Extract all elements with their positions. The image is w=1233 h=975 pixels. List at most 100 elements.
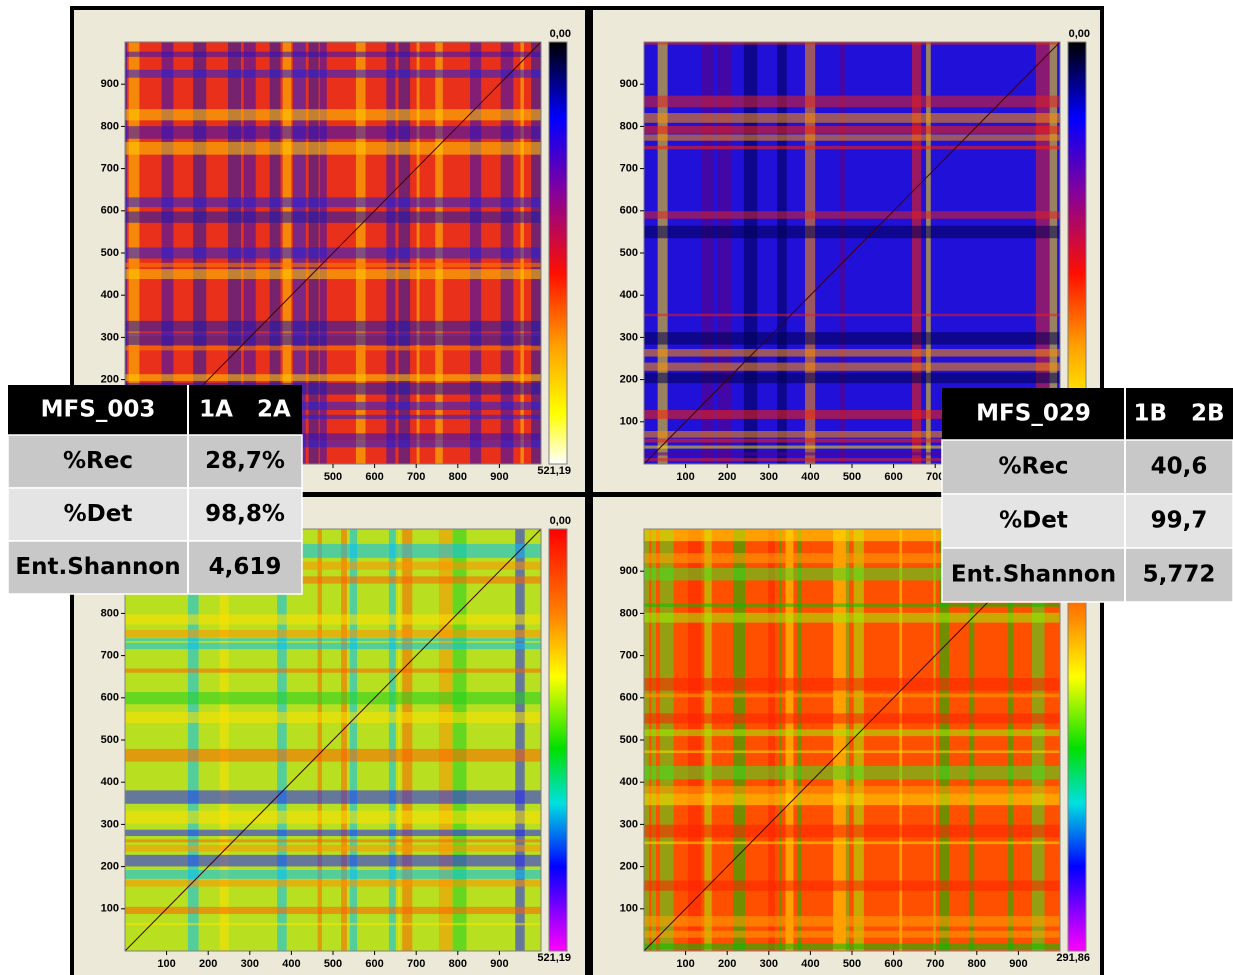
- colorbar-top-label: 0,00: [550, 515, 571, 527]
- texture-band: [644, 225, 1060, 239]
- texture-band: [644, 332, 1060, 345]
- texture-band: [804, 42, 816, 464]
- texture-band: [125, 269, 541, 280]
- texture-band: [644, 313, 1060, 317]
- table-cell: 4,619: [209, 554, 282, 580]
- y-tick-label: 300: [620, 818, 638, 830]
- texture-band: [644, 765, 1060, 780]
- texture-band: [644, 430, 1060, 438]
- texture-band: [125, 433, 541, 441]
- texture-band: [125, 401, 541, 411]
- texture-band: [125, 810, 541, 824]
- y-tick-label: 600: [101, 205, 119, 217]
- y-tick-label: 200: [101, 374, 119, 386]
- colorbar: [548, 41, 568, 465]
- texture-band: [911, 42, 922, 464]
- y-tick-label: 100: [101, 903, 119, 915]
- y-tick-label: 700: [620, 163, 638, 175]
- texture-band: [125, 869, 541, 879]
- texture-band: [277, 529, 287, 951]
- table-cell: %Rec: [999, 454, 1069, 480]
- y-tick-label: 100: [620, 416, 638, 428]
- y-tick-label: 800: [101, 120, 119, 132]
- x-tick-label: 200: [718, 471, 736, 483]
- texture-band: [438, 529, 453, 951]
- texture-band: [125, 879, 541, 887]
- y-tick-label: 800: [620, 120, 638, 132]
- texture-band: [125, 211, 541, 223]
- y-tick-label: 100: [620, 903, 638, 915]
- texture-band: [125, 109, 541, 121]
- x-tick-label: 800: [968, 958, 986, 970]
- texture-band: [644, 786, 1060, 793]
- texture-band: [452, 529, 467, 951]
- y-tick-label: 200: [620, 374, 638, 386]
- texture-band: [125, 440, 541, 448]
- texture-band: [968, 529, 975, 951]
- colorbar-bottom-label: 521,19: [537, 952, 571, 964]
- x-tick-label: 300: [760, 471, 778, 483]
- texture-band: [768, 529, 775, 951]
- texture-band: [704, 529, 712, 951]
- texture-band: [125, 197, 541, 208]
- texture-band: [125, 262, 541, 268]
- y-tick-label: 600: [101, 692, 119, 704]
- x-tick-label: 600: [884, 958, 902, 970]
- texture-band: [125, 614, 541, 625]
- texture-band: [899, 529, 903, 951]
- y-tick-label: 900: [620, 78, 638, 90]
- texture-band: [933, 529, 936, 951]
- texture-band: [777, 42, 787, 464]
- texture-band: [644, 677, 1060, 691]
- x-tick-label: 900: [1009, 958, 1027, 970]
- x-tick-label: 500: [324, 958, 342, 970]
- x-tick-label: 900: [490, 471, 508, 483]
- x-tick-label: 600: [884, 471, 902, 483]
- texture-band: [644, 793, 1060, 806]
- texture-band: [125, 69, 541, 78]
- texture-band: [125, 141, 541, 155]
- texture-band: [125, 906, 541, 915]
- x-tick-label: 700: [407, 471, 425, 483]
- texture-band: [125, 922, 541, 926]
- y-tick-label: 700: [101, 650, 119, 662]
- texture-band: [515, 529, 525, 951]
- x-tick-label: 100: [157, 958, 175, 970]
- y-tick-label: 400: [101, 776, 119, 788]
- y-tick-label: 400: [620, 289, 638, 301]
- y-tick-label: 600: [620, 205, 638, 217]
- texture-band: [125, 51, 541, 57]
- texture-band: [125, 629, 541, 638]
- x-tick-label: 500: [843, 958, 861, 970]
- texture-band: [125, 844, 541, 852]
- texture-band: [125, 638, 541, 641]
- texture-band: [125, 576, 541, 584]
- texture-band: [644, 113, 1060, 123]
- texture-band: [644, 134, 1060, 141]
- x-tick-label: 400: [801, 958, 819, 970]
- texture-band: [644, 880, 1060, 891]
- texture-band: [125, 790, 541, 804]
- x-tick-label: 800: [449, 958, 467, 970]
- texture-band: [1031, 529, 1045, 951]
- y-tick-label: 800: [620, 607, 638, 619]
- texture-band: [644, 125, 1060, 134]
- x-tick-label: 600: [365, 471, 383, 483]
- y-tick-label: 500: [620, 247, 638, 259]
- texture-band: [317, 529, 322, 951]
- texture-band: [644, 438, 1060, 443]
- table-cell: %Det: [64, 501, 133, 527]
- texture-band: [644, 612, 1060, 623]
- texture-band: [644, 916, 1060, 927]
- y-tick-label: 300: [620, 331, 638, 343]
- texture-band: [839, 42, 846, 464]
- texture-band: [785, 529, 794, 951]
- texture-band: [125, 712, 541, 723]
- texture-band: [644, 713, 1060, 724]
- texture-band: [398, 529, 401, 951]
- colorbar-top-label: 0,00: [1069, 28, 1090, 40]
- diagonal: [643, 41, 1061, 465]
- texture-band: [125, 854, 541, 867]
- y-tick-label: 900: [620, 565, 638, 577]
- texture-band: [644, 930, 1060, 938]
